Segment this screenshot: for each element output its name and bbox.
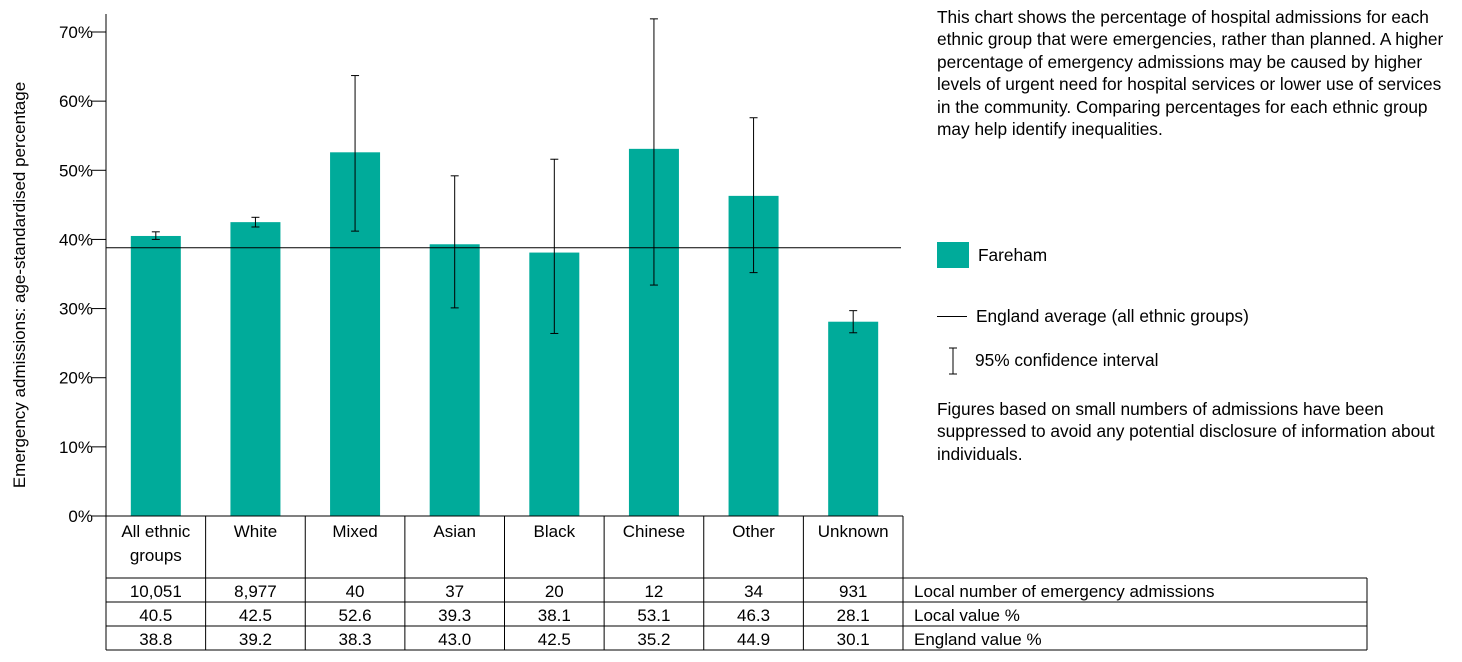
table-cell: 8,977 bbox=[234, 582, 277, 601]
x-tick-label: Mixed bbox=[332, 522, 377, 541]
legend-label-ci: 95% confidence interval bbox=[975, 350, 1159, 370]
table-cell: 40 bbox=[346, 582, 365, 601]
y-tick-label: 10% bbox=[59, 438, 93, 457]
x-tick-label: Unknown bbox=[818, 522, 889, 541]
legend-label-england: England average (all ethnic groups) bbox=[976, 306, 1249, 326]
legend-label-local: Fareham bbox=[978, 245, 1048, 265]
table-cell: 52.6 bbox=[339, 606, 372, 625]
x-tick-label: Asian bbox=[433, 522, 476, 541]
legend-ci-icon bbox=[949, 347, 957, 375]
table-row-label: Local number of emergency admissions bbox=[914, 582, 1214, 601]
legend-swatch-local bbox=[937, 242, 969, 268]
table-cell: 12 bbox=[644, 582, 663, 601]
bar bbox=[130, 235, 181, 516]
x-tick-label: All ethnic bbox=[121, 522, 190, 541]
table-cell: 10,051 bbox=[130, 582, 182, 601]
x-tick-label: Other bbox=[732, 522, 775, 541]
suppression-note: Figures based on small numbers of admiss… bbox=[937, 399, 1435, 464]
table-cell: 42.5 bbox=[538, 630, 571, 649]
y-tick-label: 30% bbox=[59, 300, 93, 319]
y-tick-label: 20% bbox=[59, 369, 93, 388]
y-axis-label: Emergency admissions: age-standardised p… bbox=[10, 82, 29, 488]
table-cell: 44.9 bbox=[737, 630, 770, 649]
y-tick-label: 70% bbox=[59, 23, 93, 42]
table-cell: 40.5 bbox=[139, 606, 172, 625]
table-cell: 39.2 bbox=[239, 630, 272, 649]
x-tick-label: Chinese bbox=[623, 522, 685, 541]
table-cell: 38.1 bbox=[538, 606, 571, 625]
x-tick-label: White bbox=[234, 522, 277, 541]
table-cell: 53.1 bbox=[637, 606, 670, 625]
legend-england-line-icon bbox=[937, 316, 967, 317]
bar bbox=[230, 222, 281, 516]
table-row-label: Local value % bbox=[914, 606, 1020, 625]
table-cell: 30.1 bbox=[837, 630, 870, 649]
y-tick-label: 40% bbox=[59, 230, 93, 249]
table-cell: 37 bbox=[445, 582, 464, 601]
table-cell: 34 bbox=[744, 582, 763, 601]
y-tick-label: 60% bbox=[59, 92, 93, 111]
y-tick-label: 0% bbox=[68, 507, 93, 526]
table-cell: 20 bbox=[545, 582, 564, 601]
table-row-label: England value % bbox=[914, 630, 1042, 649]
x-tick-label: Black bbox=[534, 522, 576, 541]
x-tick-label: groups bbox=[130, 546, 182, 565]
bar bbox=[828, 321, 879, 516]
table-cell: 43.0 bbox=[438, 630, 471, 649]
table-cell: 38.8 bbox=[139, 630, 172, 649]
table-cell: 38.3 bbox=[339, 630, 372, 649]
table-cell: 42.5 bbox=[239, 606, 272, 625]
table-cell: 28.1 bbox=[837, 606, 870, 625]
chart-description: This chart shows the percentage of hospi… bbox=[937, 7, 1444, 140]
table-cell: 931 bbox=[839, 582, 867, 601]
table-cell: 46.3 bbox=[737, 606, 770, 625]
table-cell: 39.3 bbox=[438, 606, 471, 625]
table-cell: 35.2 bbox=[637, 630, 670, 649]
y-tick-label: 50% bbox=[59, 161, 93, 180]
